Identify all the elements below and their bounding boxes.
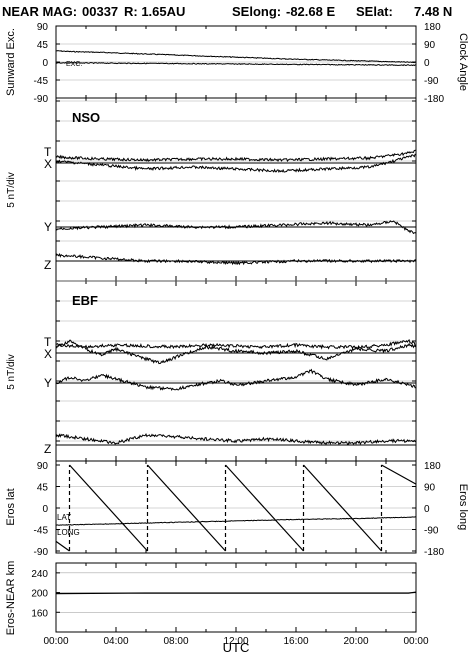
nso-trace-t <box>55 149 417 163</box>
clock-angle-ylabel: Clock Angle <box>457 33 469 91</box>
eros-long-ytick: -90 <box>424 526 439 537</box>
eros-lat-ytick: 90 <box>37 461 49 472</box>
ebf-label-z: Z <box>44 442 51 456</box>
range-ytick: 240 <box>31 569 48 580</box>
title-selong-val: -82.68 E <box>286 4 335 19</box>
clock-angle-ytick: 0 <box>424 58 430 69</box>
x-tick-label: 04:00 <box>103 636 128 647</box>
nso-label-x: X <box>44 157 52 171</box>
panel-range-box <box>55 562 417 633</box>
eros-long-ytick: 0 <box>424 504 430 515</box>
ebf-trace-x <box>55 339 417 365</box>
ebf-title: EBF <box>72 293 98 308</box>
ebf-label-x: X <box>44 347 52 361</box>
sunward-ytick: -90 <box>34 94 49 105</box>
eros-long-line <box>55 540 70 552</box>
x-tick-label: 12:00 <box>223 636 248 647</box>
clock-angle-ytick: -90 <box>424 76 439 87</box>
eros-long-ytick: 180 <box>424 461 441 472</box>
eros-long-ytick: 90 <box>424 483 436 494</box>
range-ytick: 160 <box>31 608 48 619</box>
sunward-ytick: 0 <box>42 58 48 69</box>
range-ylabel: Eros-NEAR km <box>5 561 17 636</box>
nso-label-y: Y <box>44 220 52 234</box>
title-prefix: NEAR MAG: <box>2 4 77 19</box>
x-tick-label: 08:00 <box>163 636 188 647</box>
eros-long-label: LONG <box>57 528 80 537</box>
clock-angle-line <box>55 61 417 67</box>
sunward-ytick: -45 <box>34 76 49 87</box>
sunward-excursion-line <box>55 50 417 64</box>
panel-ebf-frame <box>55 280 417 462</box>
ebf-label-t: T <box>44 335 52 349</box>
x-tick-label: 00:00 <box>403 636 428 647</box>
title-selat-val: 7.48 N <box>414 4 452 19</box>
sunward-ytick: 90 <box>37 22 49 33</box>
chart-title: NEAR MAG: 00337 R: 1.65AU SElong: -82.68… <box>2 4 452 19</box>
ebf-ylabel: 5 nT/div <box>6 354 17 390</box>
sunward-trace-label: EXC. <box>66 61 82 68</box>
eros-lat-label: LAT <box>57 513 71 522</box>
eros-lat-line <box>55 516 417 526</box>
sunward-ylabel: Sunward Exc. <box>5 28 17 96</box>
eros-lat-ytick: -90 <box>34 547 49 558</box>
title-selong: SElong: <box>232 4 281 19</box>
nso-ylabel: 5 nT/div <box>6 172 17 208</box>
nso-trace-z <box>55 252 417 266</box>
panel-nso-frame <box>55 97 417 282</box>
clock-angle-ytick: 180 <box>424 22 441 33</box>
x-tick-label: 20:00 <box>343 636 368 647</box>
eros-lat-ylabel: Eros lat <box>5 488 17 525</box>
nso-label-t: T <box>44 145 52 159</box>
clock-angle-ytick: -180 <box>424 94 444 105</box>
nso-trace-y <box>55 220 417 235</box>
x-tick-label: 00:00 <box>43 636 68 647</box>
nso-trace-x <box>55 153 417 173</box>
eros-long-line <box>303 464 382 552</box>
chart-marks: 00:00 04:00 08:00 12:00 16:00 20:00 00:00 90 45 0… <box>31 22 444 647</box>
eros-long-line <box>69 464 148 552</box>
panel-eros-frame <box>55 460 417 554</box>
eros-long-line <box>147 464 226 552</box>
eros-long-line <box>381 464 417 485</box>
title-r: R: 1.65AU <box>124 4 185 19</box>
title-selat: SElat: <box>356 4 393 19</box>
nso-title: NSO <box>72 110 100 125</box>
ebf-label-y: Y <box>44 376 52 390</box>
range-line <box>55 591 417 595</box>
eros-lat-ytick: 45 <box>37 483 49 494</box>
sunward-ytick: 45 <box>37 40 49 51</box>
nso-label-z: Z <box>44 258 51 272</box>
title-day: 00337 <box>82 4 118 19</box>
eros-long-line <box>225 464 304 552</box>
x-axis-label: UTC <box>223 640 250 655</box>
clock-angle-ytick: 90 <box>424 40 436 51</box>
eros-lat-ytick: 0 <box>42 504 48 515</box>
eros-long-ytick: -180 <box>424 547 444 558</box>
range-ytick: 200 <box>31 589 48 600</box>
eros-long-ylabel: Eros long <box>457 484 469 530</box>
ebf-trace-y <box>55 368 416 391</box>
x-tick-label: 16:00 <box>283 636 308 647</box>
eros-lat-ytick: -45 <box>34 526 49 537</box>
ebf-trace-z <box>55 432 417 446</box>
